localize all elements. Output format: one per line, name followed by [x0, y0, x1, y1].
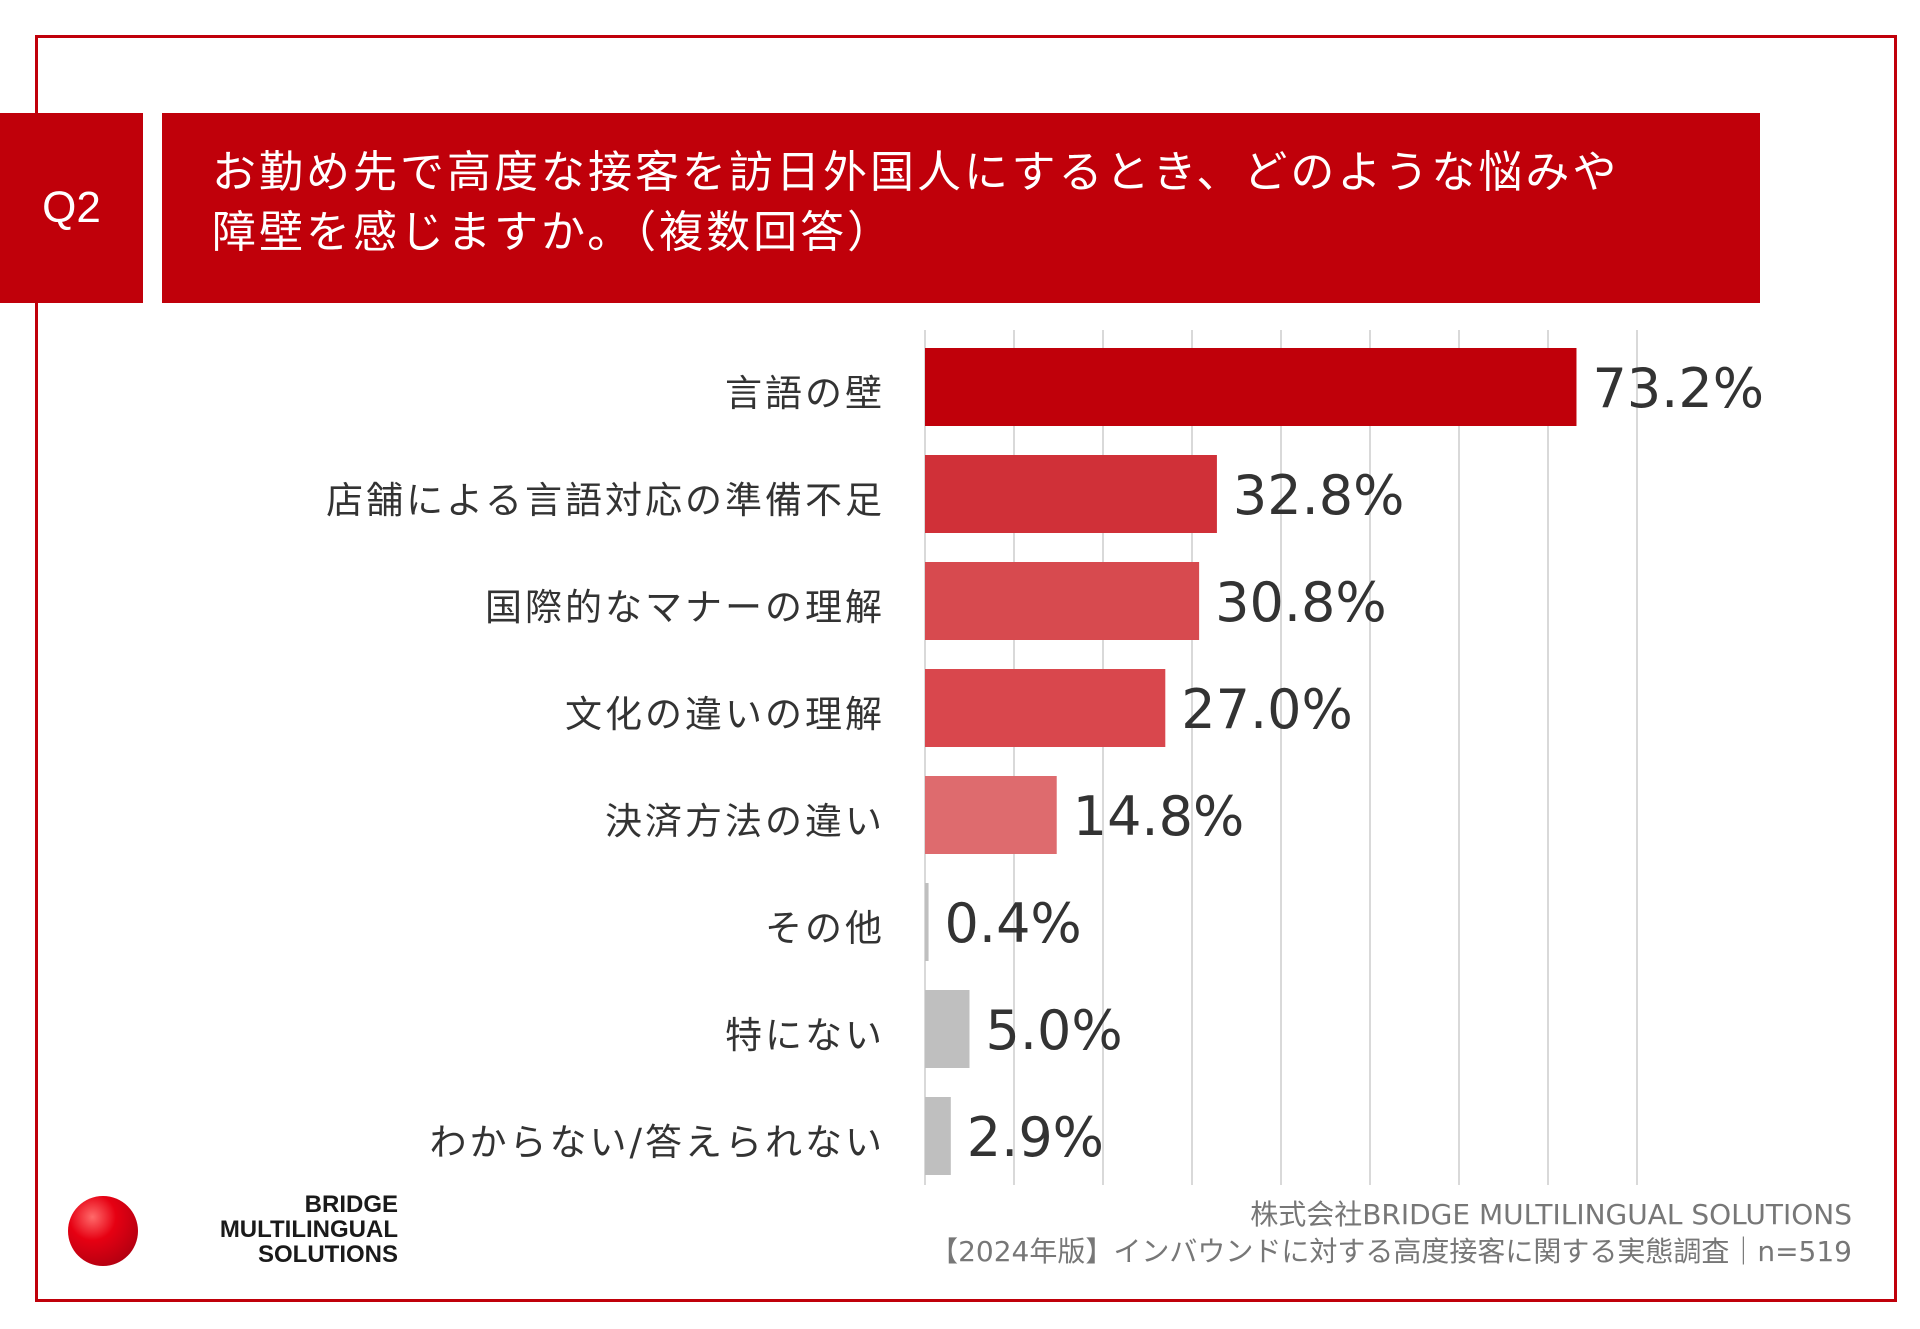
- question-title-line2: 障壁を感じますか。（複数回答）: [212, 207, 895, 258]
- logo-line3: SOLUTIONS: [257, 1241, 398, 1268]
- question-title: お勤め先で高度な接客を訪日外国人にするとき、どのような悩みや 障壁を感じますか。…: [162, 113, 1760, 303]
- category-label: 言語の壁: [725, 372, 885, 415]
- bar: [925, 348, 1577, 426]
- footer-company: 株式会社BRIDGE MULTILINGUAL SOLUTIONS: [1250, 1198, 1852, 1231]
- data-label: 30.8%: [1215, 571, 1387, 634]
- category-label: わからない/答えられない: [429, 1121, 885, 1164]
- data-label: 0.4%: [945, 892, 1082, 955]
- footer-survey: 【2024年版】インバウンドに対する高度接客に関する実態調査｜n=519: [930, 1235, 1852, 1268]
- category-label: その他: [765, 907, 885, 950]
- bar: [925, 562, 1200, 640]
- bar: [925, 1097, 951, 1175]
- logo-line2: MULTILINGUAL: [219, 1216, 398, 1243]
- category-label: 文化の違いの理解: [565, 693, 885, 736]
- bar: [925, 669, 1166, 747]
- question-title-line1: お勤め先で高度な接客を訪日外国人にするとき、どのような悩みや: [212, 147, 1620, 198]
- data-label: 5.0%: [986, 999, 1123, 1062]
- logo-line1: BRIDGE: [304, 1191, 398, 1218]
- data-label: 2.9%: [967, 1106, 1104, 1169]
- bar: [925, 776, 1057, 854]
- company-logo: BRIDGE MULTILINGUAL SOLUTIONS: [68, 1192, 398, 1272]
- category-label: 店舗による言語対応の準備不足: [326, 479, 885, 522]
- category-label: 決済方法の違い: [605, 800, 885, 843]
- data-label: 73.2%: [1592, 357, 1764, 420]
- category-label: 国際的なマナーの理解: [485, 586, 885, 629]
- data-label: 27.0%: [1181, 678, 1353, 741]
- bar: [925, 883, 929, 961]
- question-badge: Q2: [0, 113, 143, 303]
- category-label: 特にない: [725, 1014, 885, 1057]
- bar: [925, 990, 970, 1068]
- data-label: 14.8%: [1073, 785, 1245, 848]
- logo-sphere-icon: [68, 1196, 138, 1266]
- border-frame: [35, 35, 1897, 1302]
- data-label: 32.8%: [1233, 464, 1405, 527]
- bar: [925, 455, 1217, 533]
